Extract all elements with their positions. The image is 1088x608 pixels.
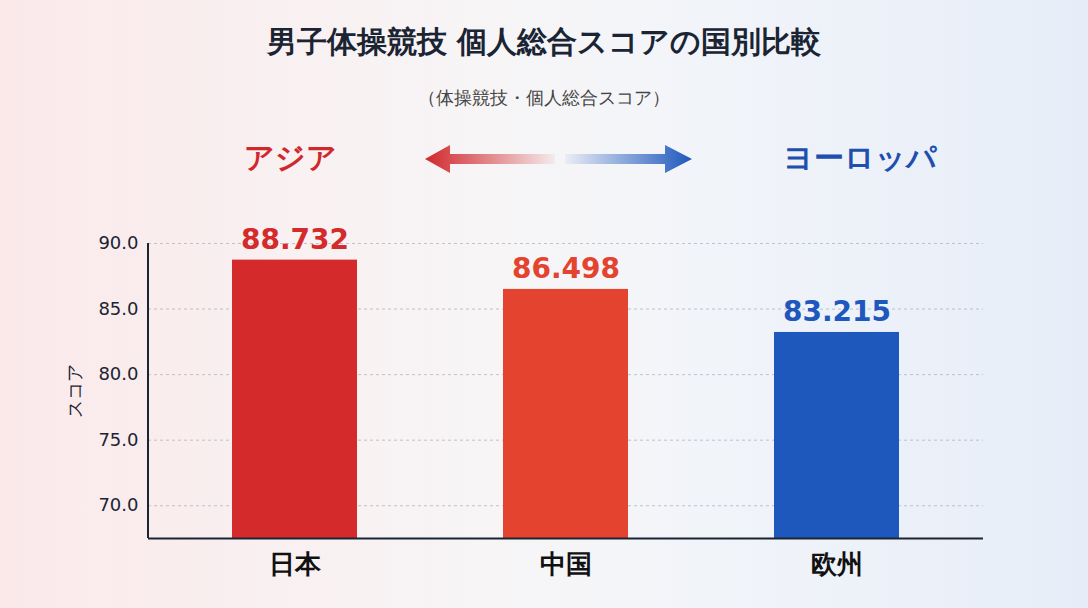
- svg-text:90.0: 90.0: [98, 232, 138, 253]
- svg-text:75.0: 75.0: [98, 429, 138, 450]
- svg-text:86.498: 86.498: [512, 252, 620, 285]
- svg-text:83.215: 83.215: [783, 295, 891, 328]
- html-text:ヨーロッパ: ヨーロッパ: [783, 140, 937, 175]
- svg-text:70.0: 70.0: [98, 494, 138, 515]
- svg-text:88.732: 88.732: [241, 223, 349, 256]
- svg-text:85.0: 85.0: [98, 298, 138, 319]
- html-text:アジア: アジア: [243, 140, 337, 175]
- svg-text:スコア: スコア: [64, 364, 85, 418]
- svg-text:80.0: 80.0: [98, 363, 138, 384]
- html-text:男子体操競技 個人総合スコアの国別比較: 男子体操競技 個人総合スコアの国別比較: [266, 24, 822, 59]
- svg-text:日本: 日本: [269, 549, 322, 579]
- svg-text:中国: 中国: [540, 549, 592, 579]
- svg-text:欧州: 欧州: [811, 549, 863, 579]
- html-text:（体操競技・個人総合スコア）: （体操競技・個人総合スコア）: [418, 87, 670, 108]
